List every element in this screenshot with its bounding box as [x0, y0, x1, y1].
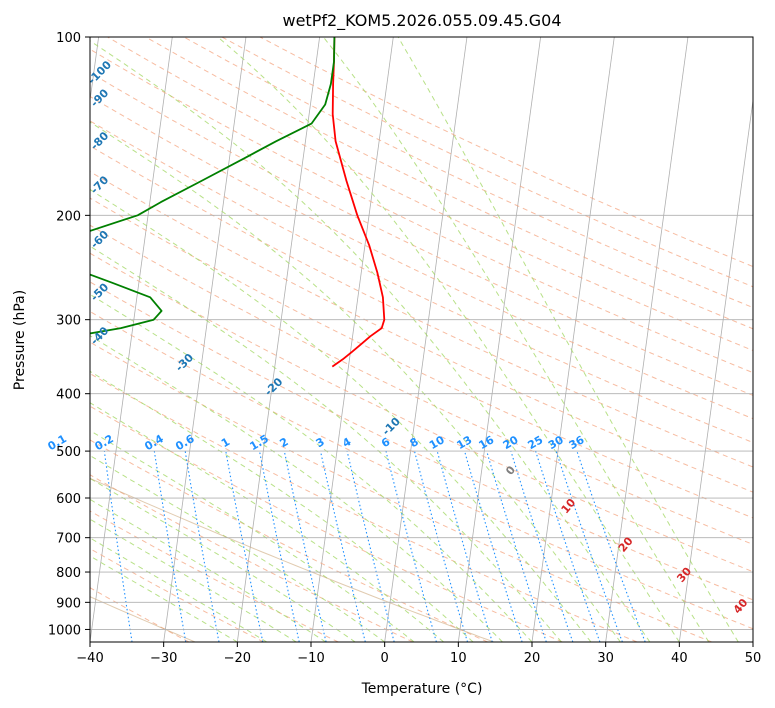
dry-adiabat-line	[90, 405, 563, 642]
dewpoint-line	[90, 37, 336, 335]
plot-frame	[89, 36, 754, 643]
x-tick-label: 10	[450, 651, 467, 666]
profile-series	[90, 37, 386, 368]
dry-adiabat-line	[90, 310, 753, 630]
dry-adiabat-line	[90, 439, 488, 642]
x-tick-label: 40	[671, 651, 688, 666]
mixing-ratio-line	[576, 450, 646, 642]
isotherm-line	[163, 37, 247, 642]
mixing-ratio-line	[319, 450, 366, 642]
isentrope-line	[90, 596, 196, 642]
x-tick-label: 0	[381, 651, 389, 666]
y-tick-label: 800	[56, 566, 81, 581]
moist-adiabat-line	[90, 454, 385, 642]
dry-adiabat-line	[107, 37, 753, 352]
mixing-ratio-line	[385, 450, 437, 642]
dry-adiabat-line	[90, 373, 638, 642]
moist-adiabat-line	[397, 37, 739, 642]
y-tick-label: 500	[56, 445, 81, 460]
dry-adiabat-line	[90, 71, 753, 396]
dry-adiabat-line	[90, 252, 753, 573]
isotherm-line	[531, 37, 615, 642]
y-tick-label: 700	[56, 532, 81, 547]
mixing-ratio-line	[535, 450, 601, 642]
x-tick-label: −10	[297, 651, 324, 666]
moist-adiabat-line	[90, 537, 268, 642]
isotherm-line	[236, 37, 321, 642]
mixing-ratio-line	[413, 450, 469, 642]
y-axis-ticks: 100 200 300 400 500 600 700 800 900 1000	[48, 31, 90, 638]
moist-adiabat-line	[90, 370, 474, 642]
moist-adiabat-line	[90, 555, 238, 642]
chart-title: wetPf2_KOM5.2026.055.09.45.G04	[282, 11, 561, 31]
x-tick-label: −20	[224, 651, 251, 666]
pressure-gridlines	[90, 37, 753, 630]
x-axis-label: Temperature (°C)	[361, 681, 483, 697]
y-tick-label: 100	[56, 31, 81, 46]
x-tick-label: −40	[76, 651, 103, 666]
moist-adiabat-line	[217, 37, 680, 642]
isotherm-line	[90, 37, 173, 642]
dry-adiabat-line	[90, 510, 339, 642]
y-tick-label: 1000	[48, 623, 81, 638]
moist-adiabat-line	[322, 37, 710, 642]
mixing-ratio-line	[555, 450, 623, 642]
x-tick-label: 30	[597, 651, 614, 666]
mixing-ratio-line	[225, 451, 264, 642]
y-tick-label: 400	[56, 388, 81, 403]
mixing-ratio-line	[464, 450, 523, 642]
moist-adiabat-line	[90, 121, 621, 642]
x-tick-label: −30	[150, 651, 177, 666]
moist-adiabat-line	[90, 40, 651, 642]
moist-adiabat-line	[90, 188, 592, 642]
dry-adiabat-line	[90, 145, 753, 468]
y-tick-label: 600	[56, 492, 81, 507]
mixing-ratio-line	[283, 450, 327, 642]
moist-adiabat-line	[90, 335, 503, 642]
x-tick-label: 20	[524, 651, 541, 666]
mixing-ratio-line	[510, 450, 574, 642]
y-tick-label: 900	[56, 596, 81, 611]
dry-adiabat-line	[90, 341, 712, 642]
isotherm-line	[605, 37, 689, 642]
isotherm-line	[457, 37, 542, 642]
moist-adiabat-line	[90, 477, 356, 642]
moist-adiabat-line	[90, 402, 444, 642]
isotherm-line	[678, 97, 753, 642]
isotherm-line	[384, 37, 468, 642]
mixing-ratio-line	[486, 450, 547, 642]
moist-adiabat-line	[90, 293, 533, 642]
x-axis-ticks: −40 −30 −20 −10 0 10 20 30 40 50	[76, 642, 761, 666]
moist-adiabat-line	[90, 245, 562, 642]
dry-adiabat-line	[183, 37, 753, 309]
x-tick-label: 50	[745, 651, 762, 666]
temperature-line	[331, 37, 386, 368]
background-lines	[90, 37, 753, 642]
y-tick-label: 300	[56, 314, 81, 329]
y-axis-label: Pressure (hPa)	[12, 290, 28, 390]
mixing-ratio-line	[103, 451, 133, 642]
dry-adiabat-line	[90, 548, 264, 642]
y-tick-label: 200	[56, 209, 81, 224]
mixing-ratio-line	[258, 450, 300, 642]
dry-adiabat-line	[90, 197, 753, 519]
mixing-ratio-line	[436, 450, 493, 642]
mixing-ratio-line	[346, 450, 395, 642]
